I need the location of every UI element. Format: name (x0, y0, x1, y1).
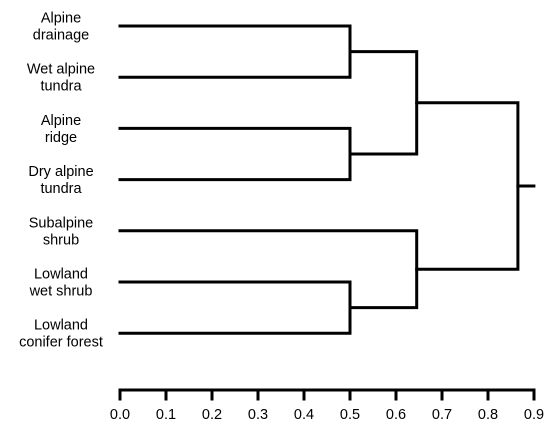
leaf-label-line: wet shrub (29, 284, 93, 300)
leaf-label-line: drainage (33, 28, 89, 44)
dendrogram-branch-m2 (120, 128, 350, 179)
leaf-label: Alpine drainage (33, 11, 89, 44)
leaf-label-line: shrub (43, 232, 79, 248)
leaf-label-line: Alpine (41, 113, 81, 129)
leaf-label-line: Wet alpine (27, 62, 95, 78)
leaf-label-line: Subalpine (29, 215, 94, 231)
axis-tick-label: 0.6 (386, 407, 406, 423)
axis-tick-label: 0.4 (294, 407, 314, 423)
leaf-label-line: ridge (45, 130, 77, 146)
dendrogram-branches (120, 26, 534, 333)
axis-tick-label: 0.5 (340, 407, 360, 423)
axis-tick-label: 0.1 (156, 407, 176, 423)
leaf-label: Subalpine shrub (29, 215, 94, 248)
dendrogram-branch-m6 (417, 103, 518, 269)
axis-tick-label: 0.9 (524, 407, 544, 423)
leaf-label: Wet alpine tundra (27, 62, 95, 95)
leaf-label: Dry alpine tundra (28, 164, 93, 197)
leaf-label-line: Lowland (34, 267, 88, 283)
leaf-label-line: tundra (40, 181, 82, 197)
dendrogram-branch-m5 (120, 231, 417, 308)
leaf-label-line: tundra (40, 79, 82, 95)
dendrogram-branch-m1 (120, 26, 350, 77)
axis-tick-label: 0.0 (110, 407, 130, 423)
axis-tick-label: 0.8 (478, 407, 498, 423)
leaf-label-line: conifer forest (19, 335, 103, 351)
distance-axis: 0.0 0.1 0.2 0.3 0.4 0.5 0.6 0.7 0.8 0.9 (110, 390, 544, 423)
dendrogram-branch-m4 (350, 52, 417, 154)
leaf-label: Lowland wet shrub (29, 267, 93, 300)
leaf-label: Alpine ridge (41, 113, 81, 146)
leaf-label: Lowland conifer forest (19, 318, 103, 351)
dendrogram-branch-m3 (120, 282, 350, 333)
leaf-label-line: Alpine (41, 11, 81, 27)
axis-tick-label: 0.7 (432, 407, 452, 423)
leaf-label-line: Dry alpine (28, 164, 93, 180)
axis-tick-label: 0.2 (202, 407, 222, 423)
axis-tick-label: 0.3 (248, 407, 268, 423)
leaf-label-line: Lowland (34, 318, 88, 334)
